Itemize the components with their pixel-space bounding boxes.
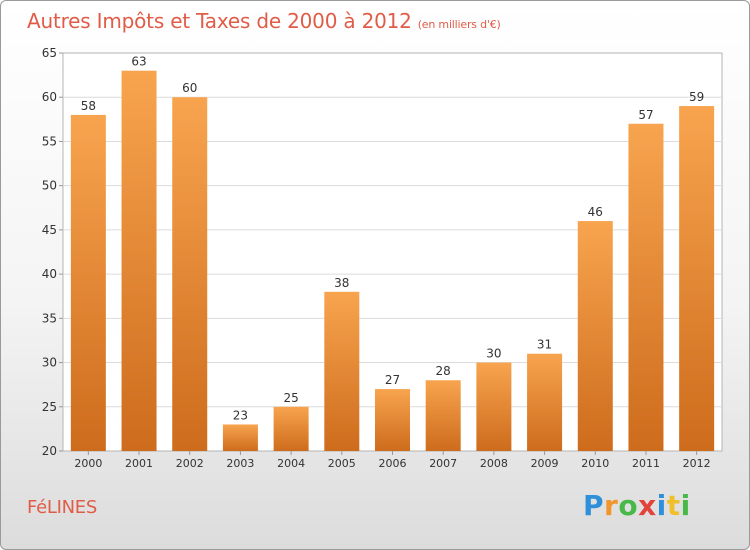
data-label: 30 xyxy=(486,347,501,361)
bars xyxy=(70,70,715,452)
y-tick-label: 60 xyxy=(42,90,57,104)
bar xyxy=(172,97,208,451)
logo-letter: i xyxy=(656,489,667,522)
logo-letter: o xyxy=(618,489,639,522)
x-tick-label: 2001 xyxy=(125,457,153,470)
chart-title-text: Autres Impôts et Taxes de 2000 à 2012 xyxy=(27,9,412,33)
data-label: 46 xyxy=(588,205,603,219)
x-axis-ticks: 2000 2001 2002 2003 2004 2005 2006 2007 2008 2009… xyxy=(74,451,711,470)
y-tick-label: 25 xyxy=(42,400,57,414)
x-tick-label: 2003 xyxy=(226,457,254,470)
x-tick-label: 2010 xyxy=(581,457,609,470)
data-label: 38 xyxy=(334,276,349,290)
data-label: 31 xyxy=(537,338,552,352)
bar xyxy=(375,389,410,451)
x-tick-label: 2004 xyxy=(277,457,305,470)
data-label: 63 xyxy=(131,55,146,69)
bar xyxy=(70,114,106,452)
data-labels: 58 63 60 23 25 38 27 28 30 31 46 57 59 xyxy=(81,55,705,423)
data-label: 23 xyxy=(233,408,248,422)
x-tick-label: 2006 xyxy=(379,457,407,470)
bar xyxy=(121,70,157,451)
chart-subtitle: (en milliers d'€) xyxy=(417,18,501,31)
bar xyxy=(222,424,258,451)
proxiti-logo: Proxiti xyxy=(583,489,691,522)
bar xyxy=(527,353,563,451)
x-tick-label: 2009 xyxy=(531,457,559,470)
data-label: 28 xyxy=(436,364,451,378)
commune-name: FéLINES xyxy=(27,497,97,518)
x-tick-label: 2000 xyxy=(74,457,102,470)
data-label: 58 xyxy=(81,99,96,113)
y-axis-ticks: 20 25 30 35 40 45 50 55 60 65 xyxy=(42,46,63,458)
y-tick-label: 65 xyxy=(42,46,57,60)
x-tick-label: 2007 xyxy=(429,457,457,470)
y-tick-label: 20 xyxy=(42,444,57,458)
x-tick-label: 2008 xyxy=(480,457,508,470)
bar xyxy=(273,406,309,451)
y-tick-label: 45 xyxy=(42,223,57,237)
y-tick-label: 35 xyxy=(42,311,57,325)
y-tick-label: 50 xyxy=(42,179,57,193)
logo-letter: x xyxy=(638,489,657,522)
y-tick-label: 40 xyxy=(42,267,57,281)
x-tick-label: 2011 xyxy=(632,457,660,470)
logo-letter: r xyxy=(604,489,619,522)
y-tick-label: 55 xyxy=(42,134,57,148)
data-label: 60 xyxy=(182,81,197,95)
y-tick-label: 30 xyxy=(42,356,57,370)
data-label: 25 xyxy=(283,391,298,405)
data-label: 27 xyxy=(385,373,400,387)
logo-letter: i xyxy=(680,489,691,522)
data-label: 59 xyxy=(689,90,704,104)
x-tick-label: 2012 xyxy=(683,457,711,470)
x-tick-label: 2002 xyxy=(176,457,204,470)
bar xyxy=(476,362,512,451)
chart-title: Autres Impôts et Taxes de 2000 à 2012 (en… xyxy=(27,9,501,33)
bar xyxy=(577,221,613,451)
bar xyxy=(324,291,360,451)
bar xyxy=(425,380,461,451)
logo-letter: P xyxy=(583,489,605,522)
x-tick-label: 2005 xyxy=(328,457,356,470)
bar xyxy=(679,106,715,452)
logo-letter: t xyxy=(666,489,681,522)
bar xyxy=(628,123,664,451)
data-label: 57 xyxy=(638,108,653,122)
